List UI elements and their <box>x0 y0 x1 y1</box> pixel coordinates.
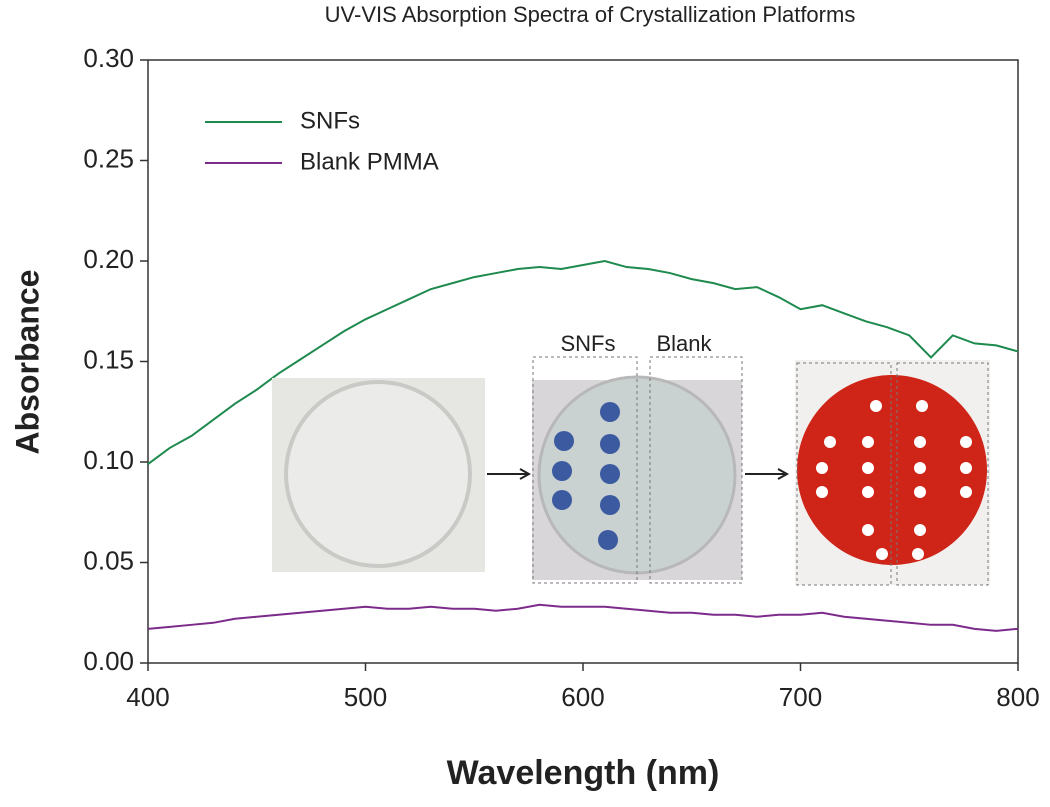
dashed-box <box>796 362 892 586</box>
legend-label: SNFs <box>300 107 360 134</box>
y-tick-label: 0.15 <box>83 344 134 374</box>
x-tick-label: 800 <box>996 682 1039 712</box>
dashed-box <box>532 356 638 584</box>
y-tick-label: 0.30 <box>83 43 134 73</box>
y-tick-label: 0.05 <box>83 545 134 575</box>
series-line <box>147 603 1019 632</box>
y-tick-label: 0.25 <box>83 143 134 173</box>
y-tick-label: 0.00 <box>83 646 134 676</box>
red-disc <box>797 375 987 565</box>
dashed-box <box>649 356 743 584</box>
inset-photos: SNFs Blank <box>272 331 990 586</box>
x-tick-label: 400 <box>126 682 169 712</box>
holes <box>816 400 972 560</box>
series-line <box>147 259 1019 465</box>
x-tick-label: 500 <box>344 682 387 712</box>
x-axis-label: Wavelength (nm) <box>447 754 720 792</box>
x-tick-label: 600 <box>561 682 604 712</box>
inset-label: SNFs <box>561 331 616 356</box>
snf-dots <box>552 402 620 550</box>
y-tick-label: 0.20 <box>83 244 134 274</box>
arrow-head <box>519 468 532 480</box>
chart-title: UV-VIS Absorption Spectra of Crystalliza… <box>325 2 856 27</box>
legend: SNFs Blank PMMA <box>205 107 439 175</box>
y-axis-label: Absorbance <box>9 270 45 455</box>
arrow-head <box>777 468 790 480</box>
disc <box>284 380 472 568</box>
inset-label: Blank <box>656 331 712 356</box>
plot-area: 0.00 0.05 0.10 0.15 0.20 0.25 0.30 400 500 600 700… <box>83 43 1039 712</box>
x-tick-label: 700 <box>779 682 822 712</box>
y-tick-label: 0.10 <box>83 445 134 475</box>
legend-label: Blank PMMA <box>300 148 439 175</box>
